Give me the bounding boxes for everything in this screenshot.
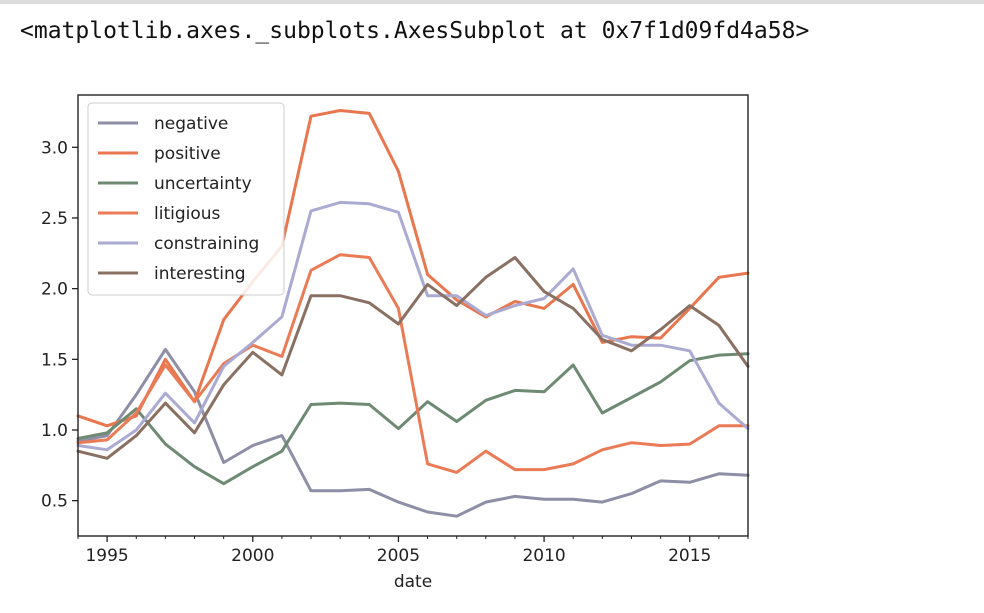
series-line-uncertainty <box>78 354 748 484</box>
legend-label-litigious: litigious <box>154 204 221 224</box>
legend-label-interesting: interesting <box>154 264 246 284</box>
cell-top-border <box>0 0 984 4</box>
x-axis-label: date <box>394 572 432 592</box>
legend-label-uncertainty: uncertainty <box>154 174 252 194</box>
y-tick-label: 1.5 <box>41 350 68 370</box>
legend-label-negative: negative <box>154 114 228 134</box>
y-tick-label: 2.0 <box>41 280 68 300</box>
cell-output-text: <matplotlib.axes._subplots.AxesSubplot a… <box>20 18 809 44</box>
series-line-negative <box>78 349 748 516</box>
line-chart: 0.5 1.0 1.5 2.0 2.5 3.0 1995 2000 2005 2010 2015 da… <box>0 80 984 608</box>
legend-label-positive: positive <box>154 144 221 164</box>
x-tick-label: 2015 <box>668 546 711 566</box>
y-tick-label: 3.0 <box>41 138 68 158</box>
y-tick-label: 2.5 <box>41 209 68 229</box>
x-tick-label: 2010 <box>522 546 565 566</box>
chart-container: 0.5 1.0 1.5 2.0 2.5 3.0 1995 2000 2005 2010 2015 da… <box>0 80 984 608</box>
x-tick-label: 2000 <box>231 546 274 566</box>
legend: negative positive uncertainty litigious cons… <box>88 103 284 295</box>
x-tick-label: 1995 <box>85 546 128 566</box>
x-tick-label: 2005 <box>377 546 420 566</box>
y-tick-label: 0.5 <box>41 492 68 512</box>
y-tick-label: 1.0 <box>41 421 68 441</box>
legend-label-constraining: constraining <box>154 234 259 254</box>
